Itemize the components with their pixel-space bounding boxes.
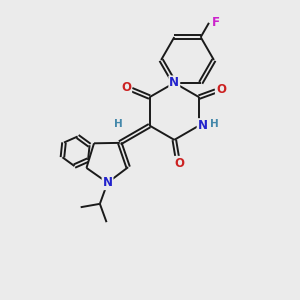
Text: N: N [198,119,208,132]
Text: O: O [175,157,185,170]
Text: F: F [212,16,220,29]
Text: O: O [216,83,226,96]
Text: H: H [210,119,219,129]
Text: N: N [169,76,179,89]
Text: H: H [114,119,123,129]
Text: N: N [103,176,112,189]
Text: O: O [121,81,131,94]
